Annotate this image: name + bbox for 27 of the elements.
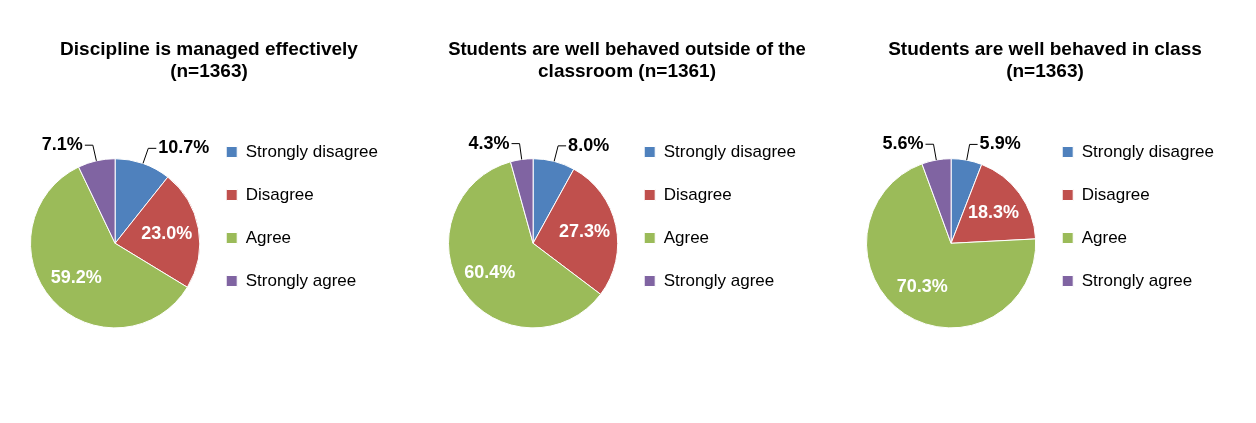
legend-label: Disagree bbox=[245, 184, 314, 204]
legend-label: Strongly agree bbox=[1081, 270, 1193, 290]
legend-label: Disagree bbox=[663, 184, 732, 204]
chart-title: Students are well behaved outside of the classroom (n=1361) bbox=[448, 37, 806, 82]
data-label: 59.2% bbox=[50, 267, 102, 288]
legend-label: Strongly agree bbox=[245, 270, 357, 290]
legend-label: Agree bbox=[245, 227, 292, 247]
data-label: 60.4% bbox=[464, 261, 516, 282]
data-label: 8.0% bbox=[568, 134, 610, 155]
legend-label: Agree bbox=[663, 227, 710, 247]
data-label: 5.6% bbox=[882, 133, 924, 154]
legend-label: Strongly disagree bbox=[245, 141, 379, 161]
data-label: 4.3% bbox=[468, 132, 510, 153]
data-label: 5.9% bbox=[979, 133, 1021, 154]
chart-title: Discipline is managed effectively (n=1363) bbox=[60, 37, 359, 82]
legend-label: Strongly disagree bbox=[663, 141, 797, 161]
data-label: 70.3% bbox=[896, 276, 948, 297]
chart-title: Students are well behaved in class (n=1363) bbox=[888, 37, 1202, 82]
data-label: 10.7% bbox=[158, 137, 210, 158]
legend-label: Strongly disagree bbox=[1081, 141, 1215, 161]
data-label: 7.1% bbox=[41, 134, 83, 155]
legend-label: Agree bbox=[1081, 227, 1128, 247]
legend-label: Disagree bbox=[1081, 184, 1150, 204]
legend-label: Strongly agree bbox=[663, 270, 775, 290]
data-label: 27.3% bbox=[558, 221, 610, 242]
data-label: 23.0% bbox=[141, 223, 193, 244]
data-label: 18.3% bbox=[968, 201, 1020, 222]
